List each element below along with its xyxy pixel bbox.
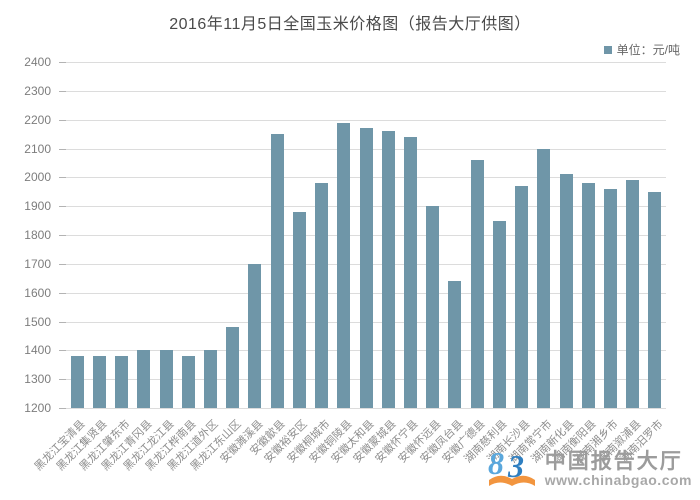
plot-area — [59, 62, 666, 409]
bar — [581, 183, 595, 408]
y-tick — [59, 91, 66, 92]
bar — [70, 356, 84, 408]
bar — [270, 134, 284, 408]
y-tick — [59, 120, 66, 121]
gridline — [66, 62, 666, 63]
y-axis-label: 2200 — [24, 113, 51, 127]
y-axis-label: 1600 — [24, 286, 51, 300]
y-axis-label: 1800 — [24, 228, 51, 242]
y-tick — [59, 62, 66, 63]
bar — [248, 263, 262, 408]
legend: 单位：元/吨 — [603, 41, 680, 58]
gridline — [66, 408, 666, 409]
bar — [315, 183, 329, 408]
y-tick — [59, 350, 66, 351]
bar — [448, 281, 462, 408]
y-axis-label: 2100 — [24, 142, 51, 156]
y-tick — [59, 408, 66, 409]
y-axis-label: 1200 — [24, 401, 51, 415]
legend-swatch-icon — [603, 45, 612, 54]
bar — [137, 350, 151, 408]
bar — [603, 188, 617, 408]
y-tick — [59, 177, 66, 178]
y-tick — [59, 235, 66, 236]
bar — [115, 356, 129, 408]
watermark: 8 3 中国报告大厅 www.chinabgao.com — [486, 444, 692, 494]
bar — [203, 350, 217, 408]
bar — [181, 356, 195, 408]
watermark-text: 中国报告大厅 www.chinabgao.com — [544, 449, 692, 488]
svg-text:8: 8 — [488, 445, 504, 481]
y-axis-label: 2400 — [24, 55, 51, 69]
bar — [559, 174, 573, 408]
bar — [292, 211, 306, 408]
gridline — [66, 91, 666, 92]
bar — [381, 131, 395, 408]
y-tick — [59, 293, 66, 294]
gridline — [66, 120, 666, 121]
y-tick — [59, 379, 66, 380]
bar — [403, 136, 417, 408]
legend-label: 单位：元/吨 — [616, 43, 680, 57]
y-axis-label: 1700 — [24, 257, 51, 271]
bar — [359, 128, 373, 408]
y-tick — [59, 149, 66, 150]
watermark-url: www.chinabgao.com — [544, 471, 692, 488]
bar — [470, 160, 484, 408]
y-axis-label: 1300 — [24, 372, 51, 386]
bar — [92, 356, 106, 408]
y-tick — [59, 206, 66, 207]
bar — [492, 220, 506, 408]
y-axis-label: 1500 — [24, 315, 51, 329]
bar — [537, 148, 551, 408]
y-tick — [59, 264, 66, 265]
y-axis-label: 2000 — [24, 170, 51, 184]
y-tick — [59, 322, 66, 323]
chinabgao-logo-icon: 8 3 — [488, 445, 535, 486]
y-axis-label: 1900 — [24, 199, 51, 213]
bar — [159, 350, 173, 408]
bar — [426, 206, 440, 408]
y-axis-label: 1400 — [24, 343, 51, 357]
watermark-title: 中国报告大厅 — [544, 449, 683, 473]
svg-text:3: 3 — [507, 448, 524, 484]
chart-title: 2016年11月5日全国玉米价格图（报告大厅供图） — [169, 16, 531, 33]
bar — [226, 327, 240, 408]
bar — [626, 180, 640, 408]
bar — [337, 122, 351, 408]
bar — [648, 191, 662, 408]
bar — [515, 185, 529, 408]
y-axis: 1200 1300 1400 1500 1600 1700 1800 1900 2000 2100… — [0, 56, 59, 414]
y-axis-label: 2300 — [24, 84, 51, 98]
